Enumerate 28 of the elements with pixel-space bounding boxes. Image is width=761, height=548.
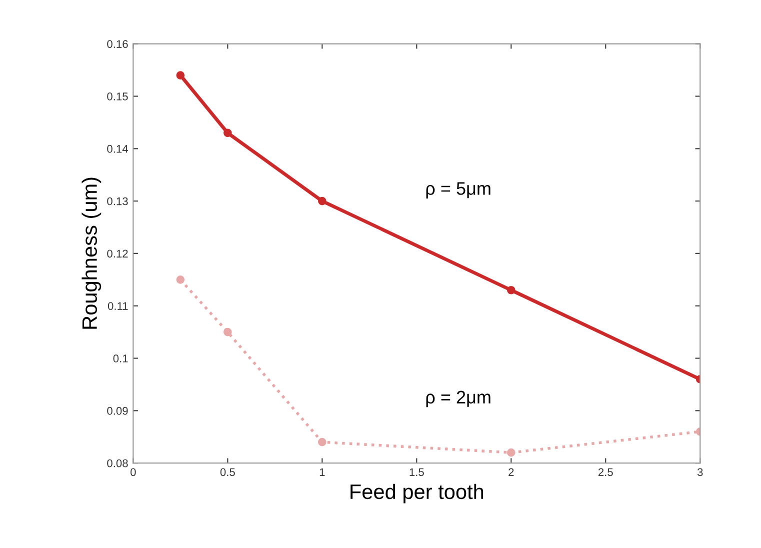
y-tick-label: 0.15 [107,92,128,100]
point [318,196,326,206]
x-axis-title: Feed per tooth [350,484,484,504]
y-tick-label: 0.13 [107,197,128,206]
x-tick-label: 0.5 [220,468,235,476]
x-tick-label: 1.5 [410,468,424,476]
text: ρ = 5μm [426,182,490,198]
point [176,71,185,80]
text: ρ = 2μm [426,390,490,408]
y-tick-label: 0.12 [107,250,128,258]
y-tick-label: 0.08 [107,459,128,468]
x-tick-label: 2.5 [598,468,613,476]
point [318,438,326,446]
y-tick-label: 0.14 [107,144,128,153]
point [224,128,232,138]
x-tick-label: 1 [320,468,325,476]
y-axis-title: Roughness (um) [82,178,102,329]
y-tick-label: 0.1 [113,354,128,362]
y-tick-label: 0.11 [108,302,128,310]
x-tick-label: 3 [697,468,703,476]
point [224,328,232,336]
y-tick-label: 0.16 [107,40,128,48]
y-tick-label: 0.09 [107,406,128,415]
x-tick-label: 2 [508,468,514,476]
point [176,275,185,284]
point [506,286,516,294]
point [506,448,516,457]
x-tick-label: 0 [130,468,136,476]
